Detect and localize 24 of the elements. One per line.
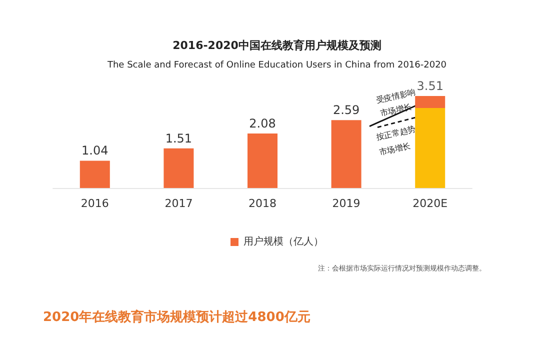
bar bbox=[248, 133, 278, 188]
annotation: 市场增长 bbox=[378, 141, 412, 158]
x-tick-label: 2019 bbox=[332, 197, 360, 210]
text: 2020年在线教育市场规模预计超过4800亿元 bbox=[43, 309, 310, 325]
total-label: 3.51 bbox=[416, 79, 444, 93]
data-label: 2.59 bbox=[332, 103, 360, 118]
bar bbox=[164, 148, 194, 188]
data-label: 1.04 bbox=[82, 144, 108, 158]
data-label: 2.08 bbox=[249, 116, 276, 130]
legend-label: 用户规模（亿人） bbox=[244, 236, 324, 248]
bar bbox=[415, 108, 446, 188]
x-tick-label: 2017 bbox=[164, 197, 193, 210]
data-label: 1.51 bbox=[165, 131, 192, 146]
bar bbox=[415, 96, 446, 108]
x-tick-label: 2016 bbox=[80, 197, 109, 210]
bar bbox=[80, 160, 110, 188]
chart-subtitle: The Scale and Forecast of Online Education Users in China from 2016-2020 bbox=[106, 60, 447, 70]
x-tick-label: 2020E bbox=[412, 197, 448, 210]
annotation: 按正常趋势 bbox=[375, 124, 416, 142]
annotation: 受疫情影响 bbox=[375, 87, 416, 105]
bar bbox=[331, 120, 362, 188]
annotation: 市场增长 bbox=[379, 102, 412, 118]
chart-title: 2016-2020中国在线教育用户规模及预测 bbox=[172, 39, 382, 52]
x-tick-label: 2018 bbox=[248, 197, 276, 210]
